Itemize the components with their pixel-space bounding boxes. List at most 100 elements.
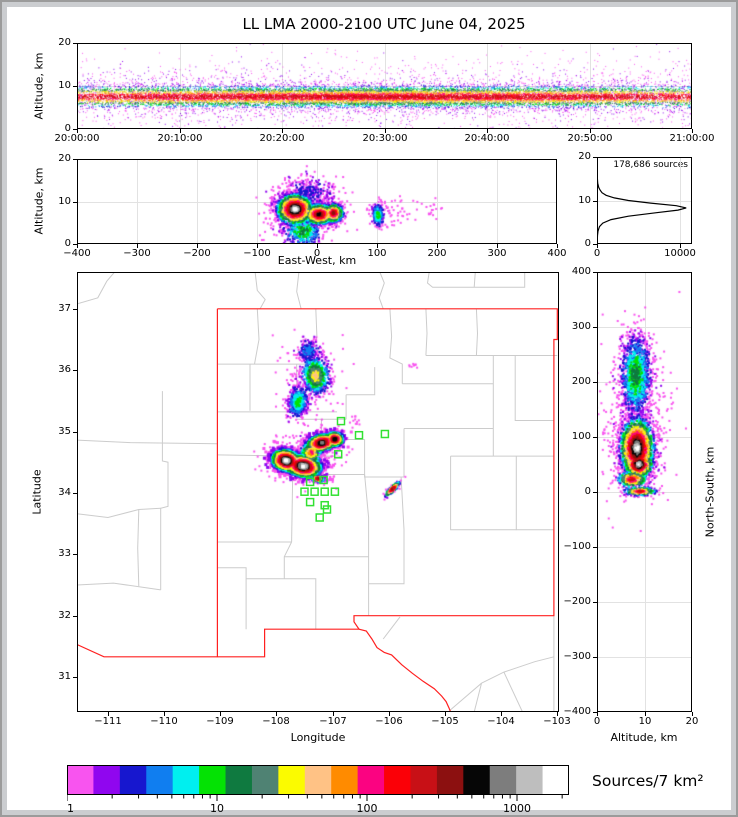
map-xtick [445, 712, 446, 716]
time_height-xtick-label: 20:00:00 [54, 133, 100, 144]
histogram-ytick-label: 0 [584, 238, 591, 249]
map-ytick [73, 432, 77, 433]
colorbar-segment [67, 765, 94, 795]
east_west-ytick [73, 159, 77, 160]
map-xtick [108, 712, 109, 716]
east_west-xtick [77, 244, 78, 248]
colorbar-segment [410, 765, 438, 795]
north_south-ytick [593, 382, 597, 383]
north_south-xtick [597, 712, 598, 716]
north_south-ytick [593, 437, 597, 438]
colorbar-segment [278, 765, 306, 795]
north_south-xtick-label: 20 [685, 716, 699, 727]
colorbar-segment [357, 765, 385, 795]
colorbar-tick-label: 1000 [503, 802, 531, 815]
east_west-ytick-label: 10 [58, 196, 71, 207]
histogram-xtick-label: 0 [593, 248, 601, 259]
time_height-ytick-label: 0 [64, 123, 71, 134]
north_south-scatter-canvas [597, 272, 692, 712]
lma-station-marker [336, 416, 346, 426]
colorbar-segment [331, 765, 359, 795]
map-xtick-label: −107 [319, 716, 347, 727]
north_south-ytick-label: 200 [571, 376, 591, 387]
time_height-xtick-label: 20:10:00 [157, 133, 203, 144]
lma-station-marker [330, 487, 340, 496]
map-stations [300, 416, 390, 522]
time_height-xtick [385, 129, 386, 133]
lma-station-marker [320, 500, 329, 510]
east_west-xtick-label: 400 [547, 248, 567, 259]
map-xtick [220, 712, 221, 716]
histogram-ytick [593, 157, 597, 158]
histogram-frame [597, 157, 692, 244]
north_south-xtick-label: 0 [593, 716, 601, 727]
lma-station-marker [319, 475, 328, 485]
north_south-ytick-label: −100 [563, 541, 591, 552]
histogram-ytick [593, 201, 597, 202]
north_south-ytick-label: 100 [571, 431, 591, 442]
map-frame [77, 272, 559, 712]
east_west-xtick [497, 244, 498, 248]
east_west-ytick-label: 20 [58, 153, 71, 164]
colorbar-segment [119, 765, 147, 795]
east_west-xtick [437, 244, 438, 248]
colorbar-tick-label: 1 [67, 802, 74, 815]
map-ytick [73, 309, 77, 310]
map-xtick [557, 712, 558, 716]
east_west-xtick [197, 244, 198, 248]
colorbar-segment [172, 765, 200, 795]
lma-station-marker [315, 513, 324, 522]
histogram-gridline [598, 201, 691, 202]
time_height-xtick [487, 129, 488, 133]
time_height-ytick [73, 43, 77, 44]
east_west-xtick-label: −400 [63, 248, 91, 259]
time_height-xtick [692, 129, 693, 133]
east_west-frame [77, 159, 557, 244]
map-ytick-label: 33 [58, 548, 71, 559]
time_height-ytick [73, 129, 77, 130]
map-ytick-label: 31 [58, 671, 71, 682]
map-ytick-label: 34 [58, 487, 71, 498]
lma-station-marker [305, 497, 315, 507]
histogram-xtick [680, 244, 681, 248]
colorbar-segment [225, 765, 253, 795]
lma-station-marker [300, 487, 309, 496]
east_west-xtick [557, 244, 558, 248]
map-ytick [73, 493, 77, 494]
time_height-xtick-label: 20:40:00 [464, 133, 510, 144]
north_south-xtick-label: 10 [638, 716, 652, 727]
lma-station-marker [322, 505, 332, 514]
north_south-ytick-label: −200 [563, 596, 591, 607]
north_south-xtick [645, 712, 646, 716]
north_south-xtick [692, 712, 693, 716]
north_south-ytick-label: −400 [563, 706, 591, 717]
time_height-ytick-label: 10 [58, 80, 71, 91]
time_height-xtick-label: 20:30:00 [362, 133, 408, 144]
time_height-xtick [590, 129, 591, 133]
map-xtick [164, 712, 165, 716]
map-xlabel: Longitude [290, 731, 346, 744]
lma-station-marker [354, 430, 364, 440]
map-xtick [333, 712, 334, 716]
histogram-xtick [597, 244, 598, 248]
time_height-xtick-label: 21:00:00 [669, 133, 715, 144]
histogram-xtick-label: 10000 [664, 248, 696, 259]
east_west-scatter-canvas [77, 159, 557, 244]
map-ytick [73, 370, 77, 371]
map-ytick [73, 616, 77, 617]
east_west-ytick [73, 244, 77, 245]
east_west-xtick [137, 244, 138, 248]
map-xtick [389, 712, 390, 716]
lma-station-marker [310, 487, 319, 496]
north_south-ytick [593, 272, 597, 273]
time_height-frame [77, 43, 692, 129]
north_south-ytick [593, 657, 597, 658]
east_west-xtick-label: 200 [427, 248, 447, 259]
north_south-ytick [593, 547, 597, 548]
lma-station-marker [305, 477, 315, 487]
colorbar-segment [146, 765, 174, 795]
map-xtick-label: −103 [543, 716, 571, 727]
lma-station-marker [380, 429, 390, 439]
north_south-ytick-label: −300 [563, 651, 591, 662]
